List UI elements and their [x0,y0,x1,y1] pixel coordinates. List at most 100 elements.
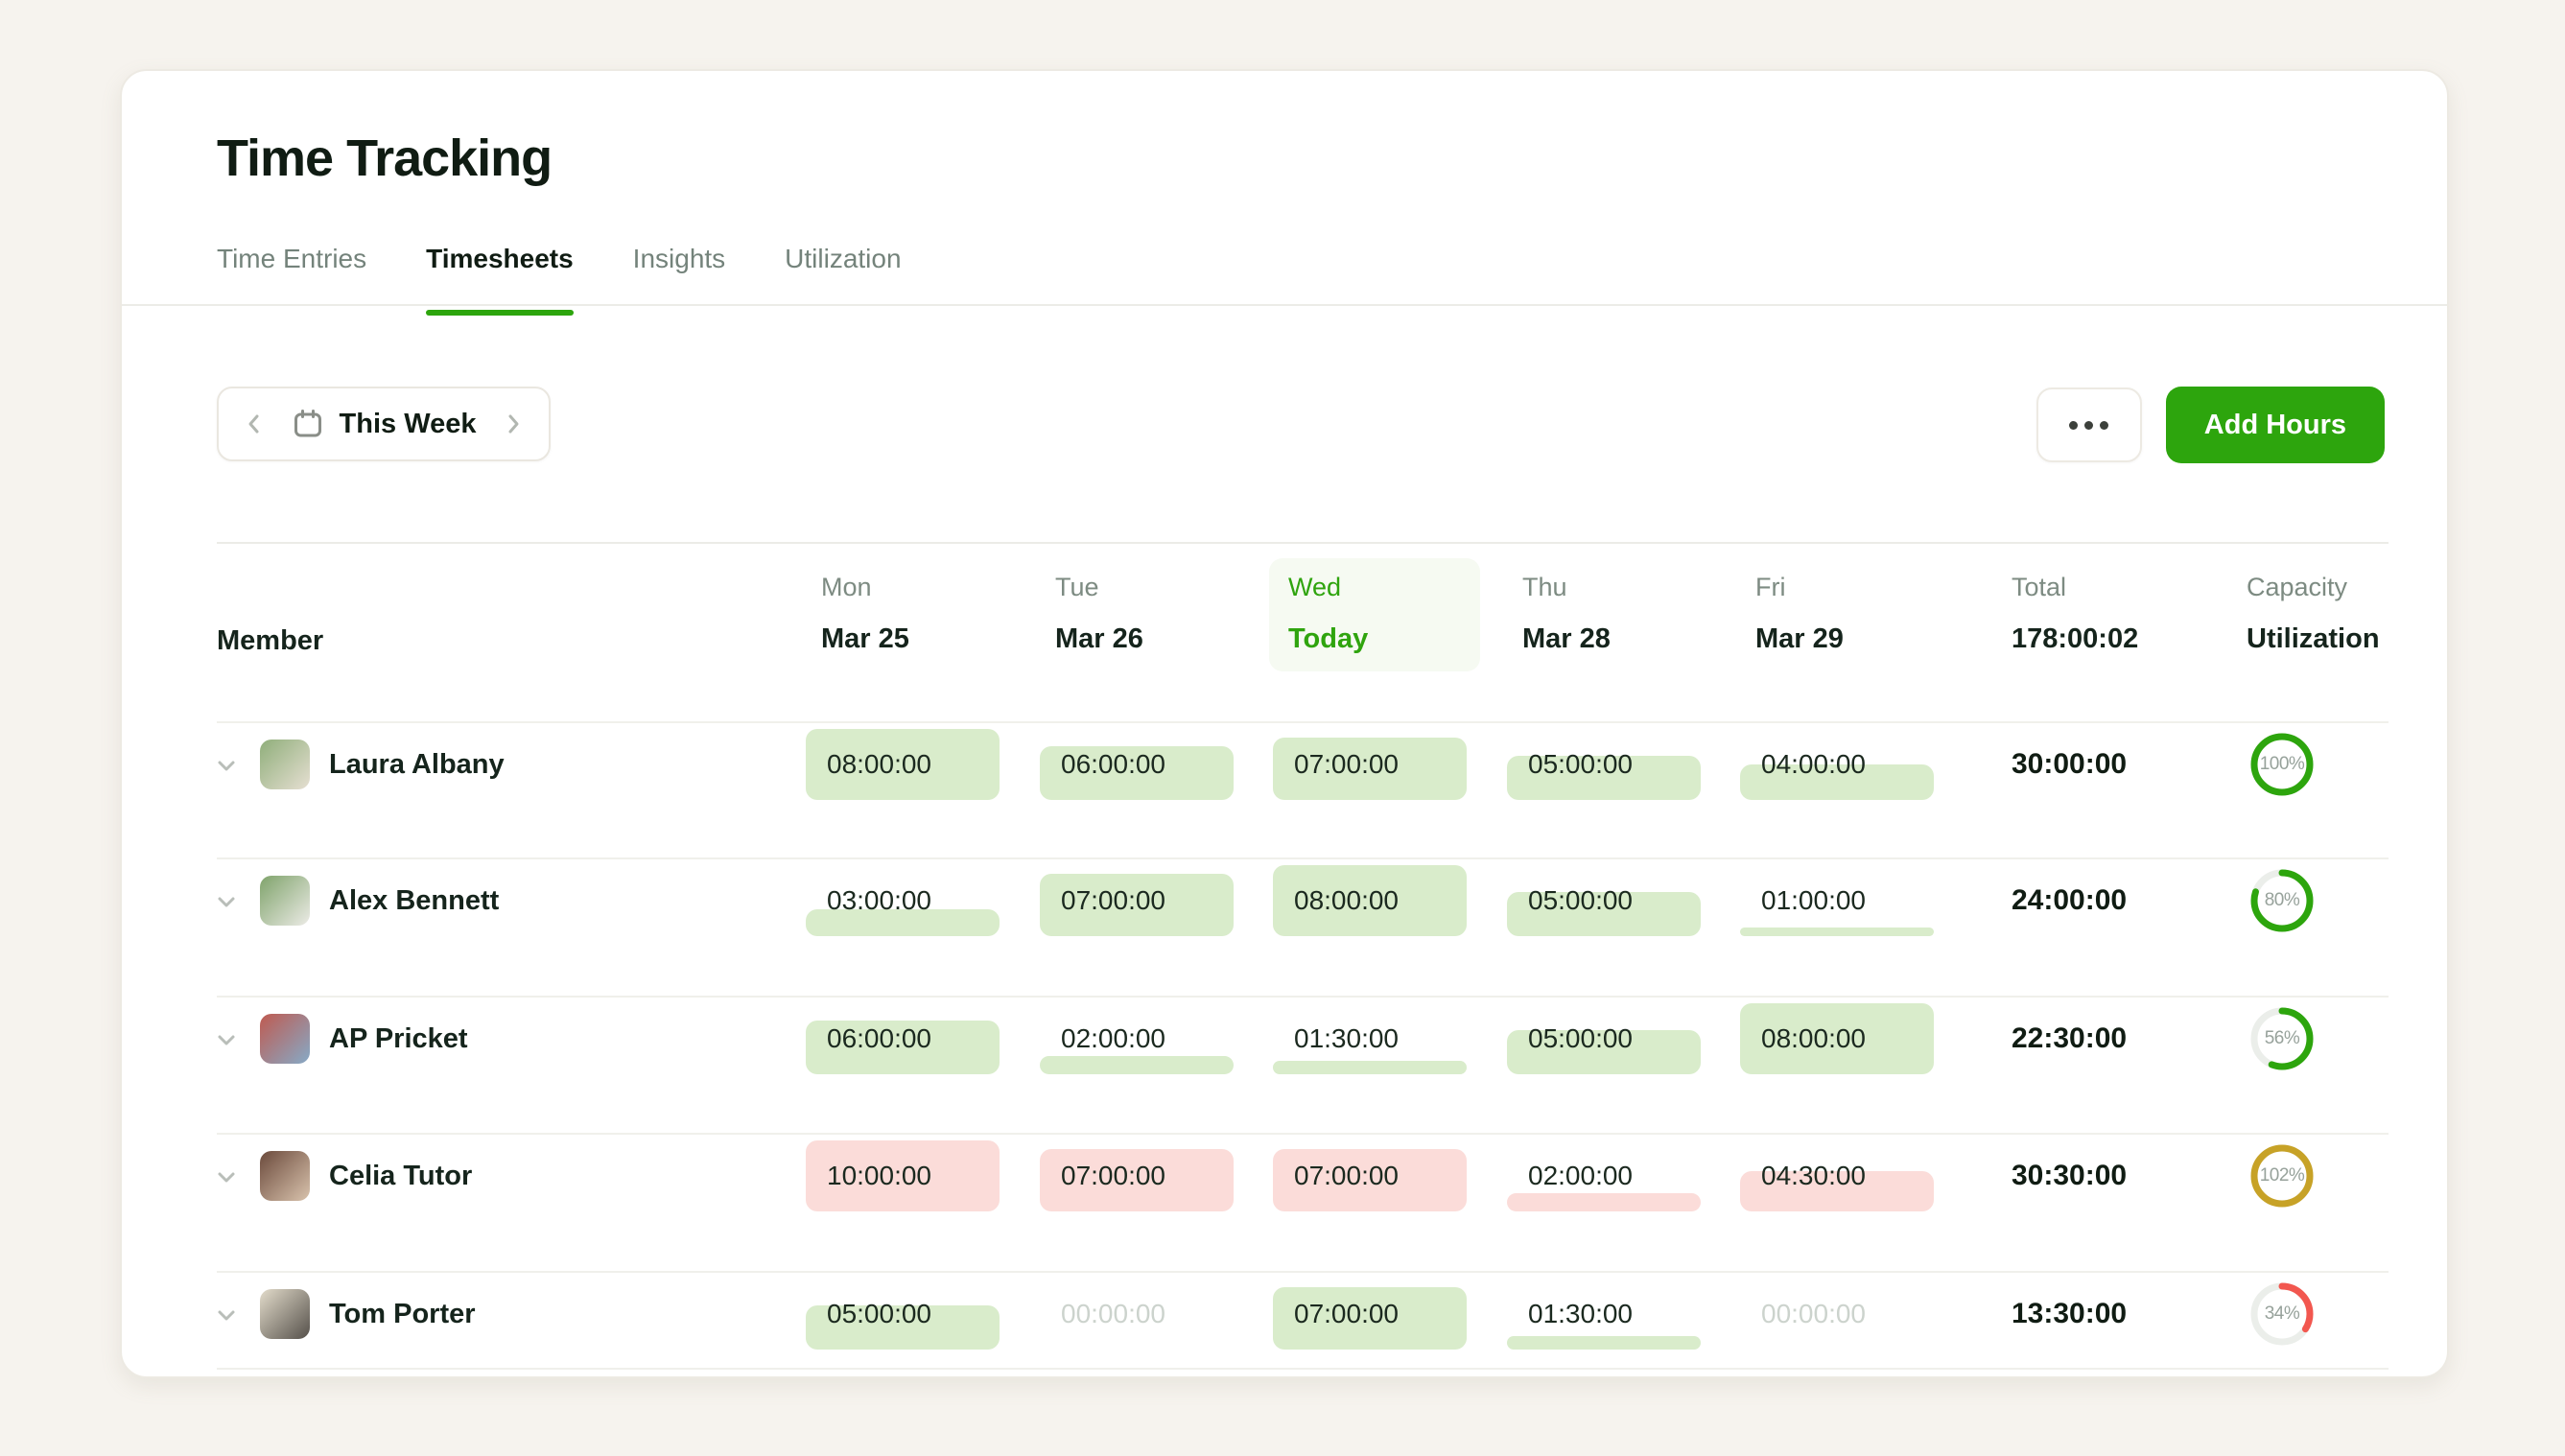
timesheet-cell[interactable]: 05:00:00 [806,1279,1000,1350]
row-divider [217,721,2389,723]
day-column-header: Tue Mar 26 [1055,572,1143,654]
row-total: 22:30:00 [2012,1022,2128,1054]
timesheet-cell[interactable]: 04:30:00 [1740,1140,1934,1211]
cell-time: 05:00:00 [827,1299,931,1328]
add-hours-button[interactable]: Add Hours [2165,387,2385,463]
hours-fill [1507,756,1701,800]
timesheet-cell[interactable]: 06:00:00 [1040,729,1234,800]
row-expander-button[interactable] [211,886,242,917]
cell-time: 06:00:00 [1061,749,1165,779]
timesheet-cell[interactable]: 08:00:00 [1740,1003,1934,1074]
avatar [260,1289,310,1339]
row-divider [217,1271,2389,1273]
timesheet-rows: Laura Albany 08:00:00 06:00:00 07:00:00 05:0… [122,721,2447,1370]
tabs-divider [122,304,2447,306]
hours-fill [806,729,1000,800]
day-column-header: Thu Mar 28 [1522,572,1611,654]
hours-fill [1273,865,1467,936]
day-column-header: Fri Mar 29 [1755,572,1844,654]
hours-fill [806,1305,1000,1350]
timesheet-cell[interactable]: 02:00:00 [1040,1003,1234,1074]
timesheet-cell[interactable]: 07:00:00 [1273,1279,1467,1350]
hours-fill [1740,1003,1934,1074]
row-divider [217,857,2389,859]
hours-fill [806,1021,1000,1074]
cell-time: 06:00:00 [827,1023,931,1053]
more-options-icon [2069,420,2079,430]
hours-fill [1040,746,1234,800]
row-divider [217,996,2389,998]
hours-fill [1040,1149,1234,1211]
row-expander-button[interactable] [211,1024,242,1055]
timesheet-cell[interactable]: 07:00:00 [1273,1140,1467,1211]
row-total: 24:00:00 [2012,884,2128,916]
week-navigator[interactable]: This Week [217,387,551,461]
utilization-column-label: Utilization [2247,623,2380,654]
utilization-ring-svg [2250,1007,2314,1070]
timesheet-cell[interactable]: 07:00:00 [1040,1140,1234,1211]
timesheet-cell[interactable]: 05:00:00 [1507,1003,1701,1074]
day-column-header: Wed Today [1288,572,1368,654]
next-week-button[interactable] [499,410,528,438]
cell-time: 00:00:00 [1761,1299,1866,1328]
utilization-percent: 100% [2259,754,2305,774]
tab-utilization[interactable]: Utilization [785,244,902,273]
timesheet-cell[interactable]: 00:00:00 [1040,1279,1234,1350]
timesheet-cell[interactable]: 03:00:00 [806,865,1000,936]
more-options-button[interactable] [2036,387,2142,462]
table-row: Celia Tutor 10:00:00 07:00:00 07:00:00 02:00… [122,1133,2447,1271]
utilization-percent: 34% [2264,1303,2300,1324]
hours-fill [1507,1193,1701,1211]
timesheet-cell[interactable]: 01:30:00 [1507,1279,1701,1350]
day-date-label: Mar 28 [1522,623,1611,654]
tab-time-entries[interactable]: Time Entries [217,244,367,273]
table-top-rule [217,542,2389,544]
prev-week-button[interactable] [240,410,269,438]
cell-time: 05:00:00 [1528,1023,1633,1053]
cell-time: 01:00:00 [1761,885,1866,915]
timesheet-cell[interactable]: 07:00:00 [1273,729,1467,800]
avatar [260,1014,310,1064]
row-expander-button[interactable] [211,750,242,781]
tab-timesheets[interactable]: Timesheets [426,244,574,316]
day-name-label: Wed [1288,573,1342,601]
hours-fill [1507,892,1701,936]
timesheets-panel: Time Tracking Time Entries Timesheets In… [120,69,2449,1378]
tab-insights[interactable]: Insights [632,244,726,273]
timesheet-cell[interactable]: 02:00:00 [1507,1140,1701,1211]
utilization-ring-svg [2250,869,2314,932]
table-row: AP Pricket 06:00:00 02:00:00 01:30:00 05:00:… [122,996,2447,1133]
row-expander-button[interactable] [211,1162,242,1192]
timesheet-cell[interactable]: 08:00:00 [1273,865,1467,936]
cell-time: 05:00:00 [1528,885,1633,915]
hours-fill [1740,928,1934,936]
timesheet-cell[interactable]: 01:30:00 [1273,1003,1467,1074]
utilization-ring: 56% [2248,1005,2316,1072]
chevron-left-icon [248,414,259,434]
timesheet-cell[interactable]: 01:00:00 [1740,865,1934,936]
cell-time: 02:00:00 [1528,1161,1633,1190]
timesheet-cell[interactable]: 05:00:00 [1507,865,1701,936]
timesheet-cell[interactable]: 10:00:00 [806,1140,1000,1211]
row-expander-button[interactable] [211,1300,242,1330]
utilization-percent: 102% [2259,1165,2305,1186]
hours-fill [806,909,1000,936]
timesheet-cell[interactable]: 08:00:00 [806,729,1000,800]
page-title: Time Tracking [217,129,553,187]
avatar [260,876,310,926]
timesheet-cell[interactable]: 00:00:00 [1740,1279,1934,1350]
timesheet-cell[interactable]: 06:00:00 [806,1003,1000,1074]
timesheet-cell[interactable]: 05:00:00 [1507,729,1701,800]
table-row: Laura Albany 08:00:00 06:00:00 07:00:00 05:0… [122,721,2447,857]
hours-fill [1040,1056,1234,1074]
utilization-ring: 80% [2248,867,2316,934]
table-row: Tom Porter 05:00:00 00:00:00 07:00:00 01:30:… [122,1271,2447,1368]
timesheet-cell[interactable]: 07:00:00 [1040,865,1234,936]
week-selector[interactable]: This Week [292,408,476,440]
chevron-down-icon [218,1172,235,1183]
cell-time: 03:00:00 [827,885,931,915]
utilization-percent: 80% [2264,890,2300,910]
chevron-right-icon [508,414,519,434]
timesheet-cell[interactable]: 04:00:00 [1740,729,1934,800]
more-options-icon [2084,420,2094,430]
